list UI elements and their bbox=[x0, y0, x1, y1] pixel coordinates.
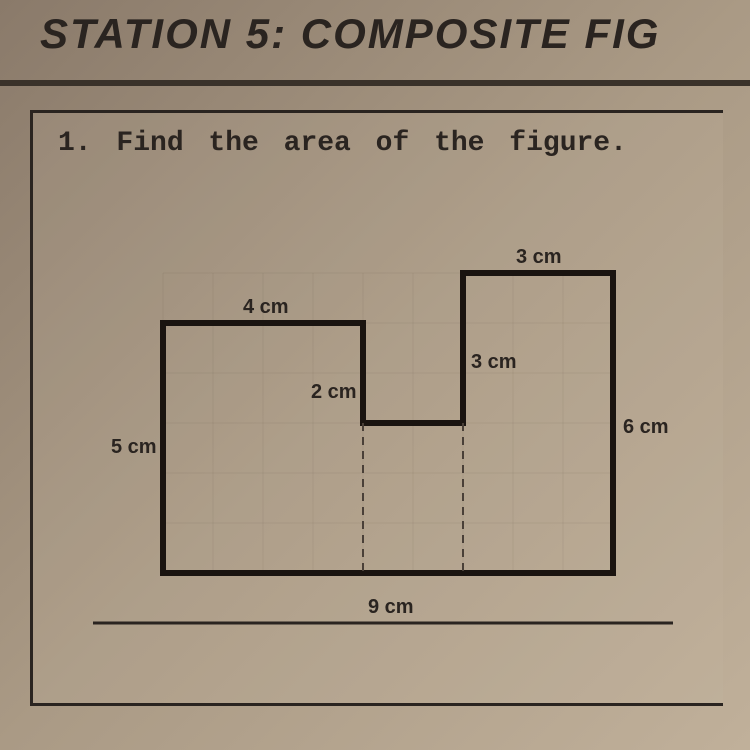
title-underline bbox=[0, 80, 750, 86]
figure-area: 4 cm 3 cm 2 cm 3 cm 5 cm 6 cm 9 cm bbox=[93, 233, 673, 653]
worksheet-page: STATION 5: COMPOSITE FIG 1. Find the are… bbox=[0, 0, 750, 750]
composite-figure-svg: 4 cm 3 cm 2 cm 3 cm 5 cm 6 cm 9 cm bbox=[93, 233, 673, 653]
station-title: STATION 5: COMPOSITE FIG bbox=[40, 10, 660, 58]
label-2cm: 2 cm bbox=[311, 381, 357, 403]
label-3cm-notch: 3 cm bbox=[471, 351, 517, 373]
label-6cm: 6 cm bbox=[623, 416, 669, 438]
label-4cm: 4 cm bbox=[243, 296, 289, 318]
problem-prompt: Find the area of the figure. bbox=[116, 128, 626, 159]
problem-text: 1. Find the area of the figure. bbox=[58, 128, 627, 159]
label-9cm: 9 cm bbox=[368, 596, 414, 618]
label-5cm: 5 cm bbox=[111, 436, 157, 458]
label-3cm-top: 3 cm bbox=[516, 246, 562, 268]
problem-number: 1. bbox=[58, 128, 92, 159]
problem-box: 1. Find the area of the figure. bbox=[30, 110, 723, 706]
